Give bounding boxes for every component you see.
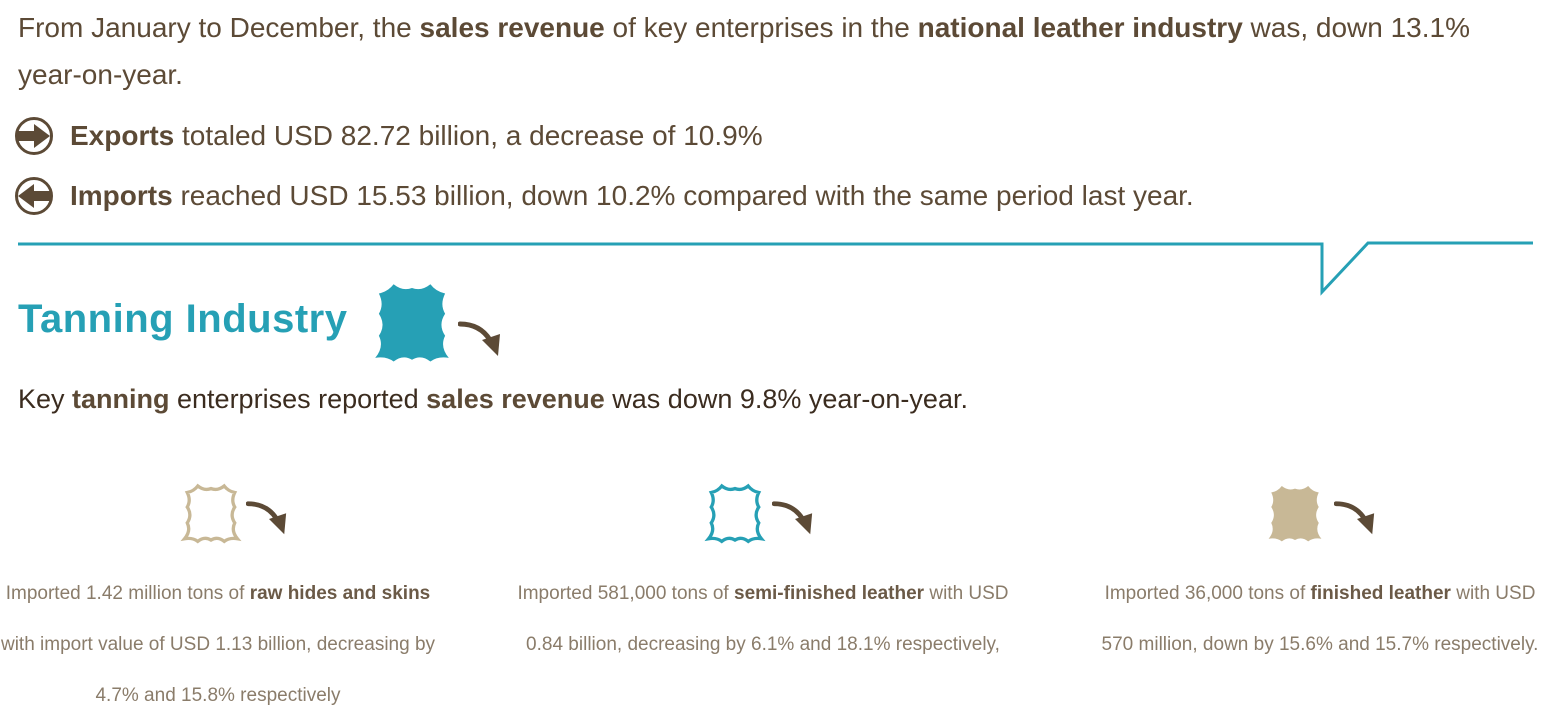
trend-down-arrow-icon	[246, 501, 287, 535]
leather-hide-outline-icon	[180, 483, 242, 544]
imports-text: reached USD 15.53 billion, down 10.2% co…	[172, 180, 1194, 211]
intro-text-2: of key enterprises in the	[604, 12, 918, 43]
arrow-right-circle-icon	[15, 117, 53, 155]
imports-label: Imports	[70, 180, 173, 211]
finished-leather-text-bold: finished leather	[1310, 583, 1451, 604]
finished-leather-text-pre: Imported 36,000 tons of	[1104, 583, 1311, 604]
tanning-summary-bold-tanning: tanning	[72, 384, 170, 414]
trend-down-arrow-icon	[772, 501, 813, 535]
trend-down-arrow-icon	[1334, 501, 1375, 535]
finished-leather-text: Imported 36,000 tons of finished leather…	[1094, 568, 1546, 670]
intro-text-3: was, down 13.1% year-on-year.	[18, 12, 1471, 90]
raw-hides-item: Imported 1.42 million tons of raw hides …	[0, 470, 448, 721]
leather-hide-outline-icon	[704, 483, 766, 544]
tanning-summary-text-2: enterprises reported	[169, 384, 427, 414]
finished-leather-icons	[1094, 470, 1546, 570]
semi-finished-icons	[508, 470, 1018, 570]
raw-hides-text-bold: raw hides and skins	[249, 583, 431, 604]
semi-finished-item: Imported 581,000 tons of semi-finished l…	[508, 470, 1018, 670]
leather-hide-icon	[375, 284, 449, 362]
finished-leather-item: Imported 36,000 tons of finished leather…	[1094, 470, 1546, 670]
semi-finished-text-post: with USD 0.84 billion, decreasing by 6.1…	[526, 583, 1009, 655]
imports-row: Imports reached USD 15.53 billion, down …	[14, 176, 1194, 216]
intro-text-1: From January to December, the	[18, 12, 420, 43]
raw-hides-text: Imported 1.42 million tons of raw hides …	[0, 568, 448, 721]
trend-down-arrow-icon	[458, 321, 500, 356]
section-title: Tanning Industry	[18, 297, 348, 341]
semi-finished-text-pre: Imported 581,000 tons of	[517, 583, 734, 604]
tanning-summary-text-1: Key	[18, 384, 73, 414]
raw-hides-text-pre: Imported 1.42 million tons of	[5, 583, 250, 604]
exports-row: Exports totaled USD 82.72 billion, a dec…	[14, 116, 763, 156]
intro-bold-leather-industry: national leather industry	[917, 12, 1243, 43]
semi-finished-text: Imported 581,000 tons of semi-finished l…	[508, 568, 1018, 670]
raw-hides-icons	[0, 470, 448, 570]
tanning-summary: Key tanning enterprises reported sales r…	[18, 384, 968, 415]
raw-hides-text-post: with import value of USD 1.13 billion, d…	[0, 634, 436, 706]
finished-leather-text-post: with USD 570 million, down by 15.6% and …	[1101, 583, 1539, 655]
exports-label: Exports	[70, 120, 175, 151]
intro-paragraph: From January to December, the sales reve…	[18, 4, 1528, 98]
section-divider	[18, 241, 1533, 296]
intro-bold-sales-revenue: sales revenue	[419, 12, 605, 43]
arrow-left-circle-icon	[15, 177, 53, 215]
tanning-summary-bold-sales-revenue: sales revenue	[426, 384, 605, 414]
exports-text: totaled USD 82.72 billion, a decrease of…	[174, 120, 763, 151]
semi-finished-text-bold: semi-finished leather	[734, 583, 925, 604]
leather-hide-icon	[1268, 485, 1322, 542]
tanning-summary-text-3: was down 9.8% year-on-year.	[604, 384, 968, 414]
